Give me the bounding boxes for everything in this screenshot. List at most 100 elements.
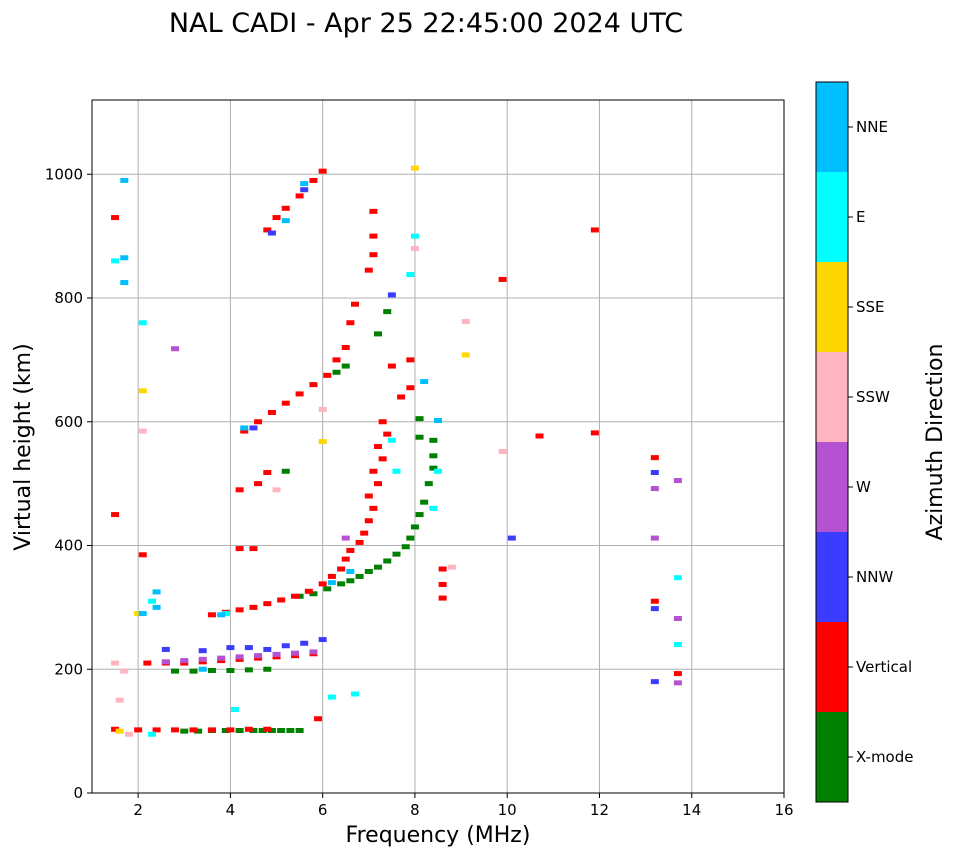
data-point — [235, 546, 244, 552]
data-point — [387, 292, 396, 298]
data-point — [267, 728, 276, 734]
data-point — [369, 468, 378, 474]
data-point — [673, 680, 682, 686]
data-point — [318, 581, 327, 587]
data-point — [124, 731, 133, 737]
data-point — [171, 668, 180, 674]
x-tick-label: 8 — [410, 801, 420, 819]
data-point — [300, 181, 309, 187]
series-nnw — [161, 187, 659, 685]
plot-frame — [91, 99, 785, 794]
data-point — [263, 469, 272, 475]
data-point — [235, 607, 244, 613]
series-nne — [120, 177, 442, 672]
data-point — [406, 357, 415, 363]
data-point — [350, 691, 359, 697]
data-point — [314, 716, 323, 722]
data-point — [318, 406, 327, 412]
data-point — [332, 369, 341, 375]
data-point — [281, 643, 290, 649]
colorbar-label: Azimuth Direction — [923, 343, 948, 540]
data-point — [673, 671, 682, 677]
data-point — [498, 276, 507, 282]
data-point — [304, 588, 313, 594]
data-point — [383, 309, 392, 315]
x-tick-label: 16 — [774, 801, 793, 819]
data-point — [673, 575, 682, 581]
data-point — [650, 469, 659, 475]
data-point — [267, 409, 276, 415]
data-point — [272, 651, 281, 657]
data-point — [673, 642, 682, 647]
data-point — [650, 535, 659, 541]
data-point — [111, 215, 120, 221]
data-point — [115, 728, 124, 734]
data-point — [198, 666, 207, 672]
colorbar-segment — [816, 442, 848, 532]
y-tick-label: 200 — [54, 660, 83, 678]
data-point — [429, 505, 438, 511]
data-point — [650, 598, 659, 604]
data-point — [244, 726, 253, 732]
data-point — [217, 612, 226, 618]
data-point — [369, 252, 378, 258]
data-point — [438, 595, 447, 601]
data-point — [138, 428, 147, 434]
data-point — [244, 667, 253, 673]
data-point — [272, 487, 281, 493]
data-point — [410, 524, 419, 530]
data-point — [406, 535, 415, 541]
data-point — [152, 604, 161, 610]
data-point — [438, 566, 447, 572]
colorbar-tick-label: W — [856, 478, 871, 496]
data-point — [111, 512, 120, 518]
data-point — [383, 431, 392, 437]
data-point — [374, 331, 383, 337]
data-point — [383, 558, 392, 564]
data-point — [207, 667, 216, 673]
data-point — [134, 727, 143, 733]
data-point — [281, 205, 290, 211]
data-point — [198, 656, 207, 662]
data-point — [295, 391, 304, 397]
x-tick-label: 12 — [590, 801, 609, 819]
data-point — [327, 580, 336, 586]
data-point — [332, 357, 341, 363]
data-point — [249, 604, 258, 610]
data-point — [263, 726, 272, 732]
colorbar-segment — [816, 172, 848, 262]
data-point — [226, 727, 235, 733]
data-point — [535, 433, 544, 439]
data-point — [429, 453, 438, 459]
data-point — [138, 388, 147, 394]
data-point — [318, 439, 327, 445]
data-points — [111, 165, 682, 737]
data-point — [590, 430, 599, 436]
data-point — [152, 727, 161, 733]
data-point — [350, 301, 359, 307]
data-point — [189, 668, 198, 674]
data-point — [161, 646, 170, 652]
data-point — [272, 215, 281, 221]
data-point — [415, 512, 424, 518]
colorbar-tick-label: X-mode — [856, 748, 913, 766]
data-point — [447, 564, 456, 570]
data-point — [207, 612, 216, 618]
data-point — [341, 345, 350, 350]
x-tick-label: 10 — [498, 801, 517, 819]
data-point — [231, 706, 240, 712]
data-point — [364, 493, 373, 499]
data-point — [323, 372, 332, 378]
data-point — [111, 660, 120, 666]
data-point — [221, 728, 230, 734]
data-point — [434, 468, 442, 474]
y-tick-label: 0 — [73, 784, 83, 802]
colorbar-tick-label: NNW — [856, 568, 893, 586]
data-point — [650, 606, 659, 612]
data-point — [263, 227, 272, 233]
data-point — [120, 177, 129, 183]
data-point — [346, 320, 355, 326]
data-point — [318, 637, 327, 643]
data-point — [318, 168, 327, 174]
data-point — [650, 486, 659, 492]
